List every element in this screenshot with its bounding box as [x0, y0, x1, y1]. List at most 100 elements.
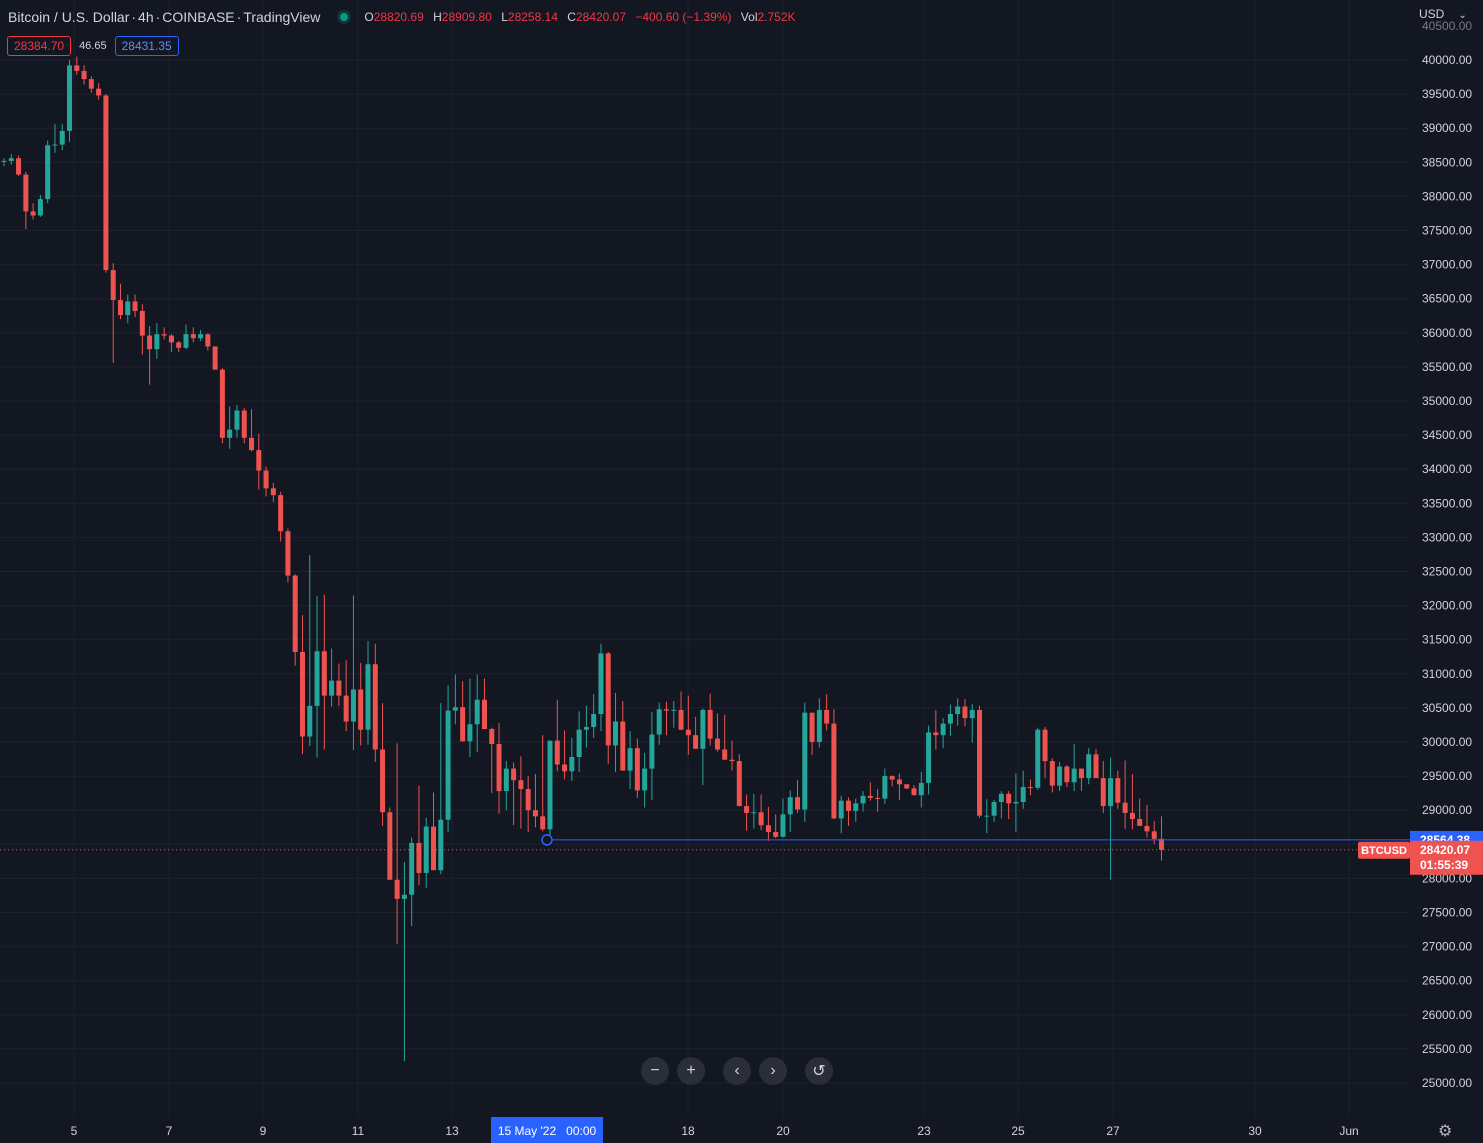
candle — [132, 294, 138, 318]
candle — [562, 730, 568, 780]
candle — [343, 660, 349, 732]
candle-body — [736, 761, 742, 807]
candle-body — [59, 130, 65, 145]
price-axis-label: 36000.00 — [1422, 326, 1472, 340]
low-label: L — [501, 10, 508, 24]
candle — [751, 793, 757, 829]
candle-body — [409, 842, 415, 895]
legend-separator: · — [131, 9, 137, 25]
time-axis-label: 25 — [1011, 1124, 1025, 1138]
last-price-tag — [1410, 840, 1483, 875]
reset-icon: ↺ — [812, 1063, 826, 1080]
currency-selector[interactable]: USD ⌄ — [1419, 7, 1467, 21]
candle — [30, 203, 36, 220]
price-axis-label: 30500.00 — [1422, 701, 1472, 715]
candle — [1013, 773, 1019, 833]
price-axis-label: 27000.00 — [1422, 940, 1472, 954]
zoom-in-button[interactable]: + — [677, 1057, 705, 1085]
price-axis[interactable]: 25000.00 25500.00 26000.00 26500.00 27000.00… — [1410, 0, 1483, 1117]
candle — [227, 406, 233, 449]
scroll-left-button[interactable]: ‹ — [723, 1057, 751, 1085]
candle-body — [1071, 768, 1077, 783]
candle — [299, 615, 305, 755]
candle-body — [926, 732, 932, 783]
candle — [926, 725, 932, 795]
candle-body — [314, 651, 320, 706]
candle-body — [525, 789, 531, 811]
candle — [467, 678, 473, 758]
candle-body — [787, 797, 793, 815]
candle — [336, 663, 342, 706]
open-value: 28820.69 — [373, 10, 424, 24]
candle-body — [1115, 778, 1121, 803]
price-axis-label: 25500.00 — [1422, 1042, 1472, 1056]
candle — [125, 294, 131, 324]
symbol-price-tag: BTCUSD — [1358, 841, 1410, 859]
market-status-icon[interactable] — [340, 13, 349, 21]
reset-chart-button[interactable]: ↺ — [805, 1057, 833, 1085]
candle-body — [649, 734, 655, 769]
candle — [438, 703, 444, 875]
candle-body — [918, 782, 924, 796]
candle — [270, 482, 276, 502]
candle-body — [299, 651, 305, 737]
candle — [583, 705, 589, 748]
candle — [634, 738, 640, 798]
candle — [16, 155, 22, 176]
candle — [161, 327, 167, 340]
candle-body — [1020, 787, 1026, 803]
candle-body — [350, 689, 356, 722]
candle-body — [190, 334, 196, 339]
price-axis-label: 31000.00 — [1422, 667, 1472, 681]
candlestick-chart[interactable]: BTCUSD — [0, 0, 1410, 1117]
candle — [554, 699, 560, 772]
candle — [1064, 765, 1070, 788]
candle — [904, 784, 910, 790]
price-axis-label: 34500.00 — [1422, 428, 1472, 442]
candle — [525, 776, 531, 833]
interval-label[interactable]: 4h — [138, 9, 154, 25]
candle-body — [503, 768, 509, 792]
candle-body — [511, 768, 517, 781]
candle — [918, 772, 924, 808]
candle-body — [780, 814, 786, 837]
candle — [1006, 791, 1012, 820]
candle — [591, 694, 597, 738]
candle — [183, 324, 189, 350]
candle — [37, 195, 43, 217]
price-axis-label: 31500.00 — [1422, 633, 1472, 647]
candle-body — [270, 488, 276, 496]
settings-gear-icon[interactable]: ⚙ — [1438, 1123, 1453, 1140]
candle-body — [1027, 787, 1033, 789]
candle — [838, 795, 844, 834]
candle-body — [809, 712, 815, 742]
candle-body — [1086, 754, 1092, 779]
candle — [671, 701, 677, 728]
scroll-right-button[interactable]: › — [759, 1057, 787, 1085]
candle-body — [16, 158, 22, 175]
candle — [321, 594, 327, 750]
chart-grid — [0, 0, 1410, 1117]
candle-body — [161, 334, 167, 336]
candle — [198, 330, 204, 341]
sell-button[interactable]: 28384.70 — [7, 36, 72, 56]
candle — [729, 740, 735, 771]
symbol-title[interactable]: Bitcoin / U.S. Dollar — [8, 9, 130, 25]
candle — [1078, 768, 1084, 792]
candle — [998, 791, 1004, 819]
candle — [991, 799, 997, 822]
candle-body — [634, 748, 640, 791]
candle-body — [37, 199, 43, 216]
price-axis-label: 25000.00 — [1422, 1076, 1472, 1090]
buy-button[interactable]: 28431.35 — [114, 36, 179, 56]
price-axis-label: 33000.00 — [1422, 530, 1472, 544]
zoom-out-button[interactable]: − — [641, 1057, 669, 1085]
candle-body — [343, 695, 349, 722]
price-axis-label: 34000.00 — [1422, 462, 1472, 476]
time-axis-label: 7 — [166, 1124, 173, 1138]
line-anchor-handle[interactable] — [541, 834, 553, 846]
candle — [613, 692, 619, 773]
candle — [452, 674, 458, 725]
time-axis[interactable]: 5 7 9 11 13 18 20 23 25 27 30 Jun 15 May '22 00:00 — [0, 1117, 1410, 1143]
price-axis-label: 33500.00 — [1422, 496, 1472, 510]
